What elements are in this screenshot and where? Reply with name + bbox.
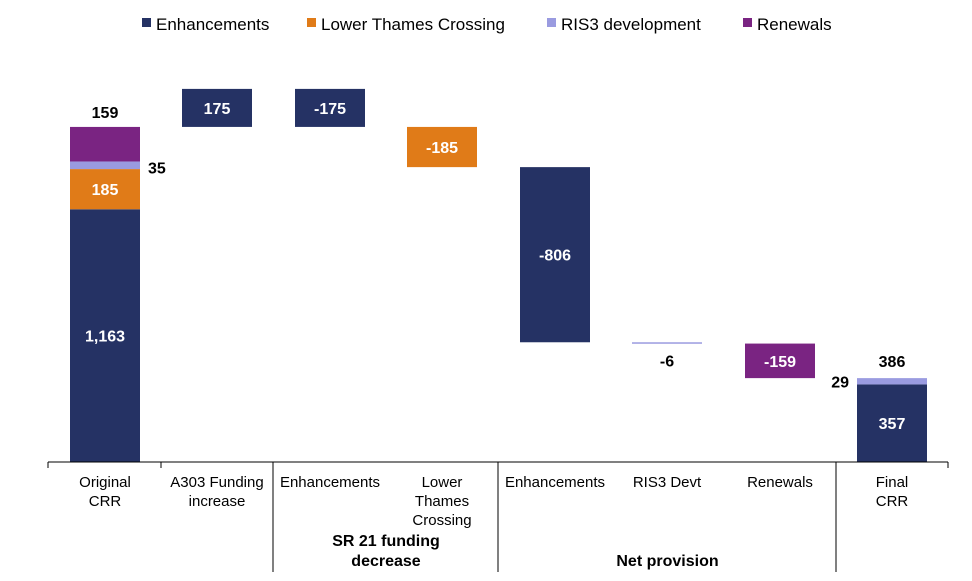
tick-label-4: Enhancements	[505, 474, 605, 491]
data-label-3: 159	[92, 105, 119, 122]
bar-0-enhancements	[70, 209, 140, 462]
legend-label-enhancements: Enhancements	[156, 15, 269, 34]
bar-8-ris3-development	[632, 342, 702, 344]
tick-label-5: RIS3 Devt	[633, 474, 702, 491]
legend-label-ris3-development: RIS3 development	[561, 15, 701, 34]
bar-1-lower-thames-crossing	[70, 169, 140, 210]
total-label-0: 386	[879, 354, 906, 371]
tick-label-3: Lower Thames Crossing	[412, 474, 471, 529]
legend-label-lower-thames-crossing: Lower Thames Crossing	[321, 15, 505, 34]
bar-5-enhancements	[295, 88, 365, 127]
data-label-9: -159	[764, 354, 796, 371]
bar-3-renewals	[70, 126, 140, 162]
group-label-sr-21-funding-decrease: SR 21 funding decrease	[332, 533, 440, 570]
data-label-0: 1,163	[85, 329, 125, 346]
bar-9-renewals	[745, 343, 815, 379]
legend-swatch-ris3-development	[547, 18, 556, 27]
data-label-6: -185	[426, 140, 458, 157]
data-label-8: -6	[660, 354, 674, 371]
tick-label-2: Enhancements	[280, 474, 380, 491]
legend-label-renewals: Renewals	[757, 15, 832, 34]
bar-7-enhancements	[520, 167, 590, 343]
bar-4-enhancements	[182, 88, 252, 127]
x-axis: Original CRR A303 Funding increase Enhanceme…	[47, 461, 949, 572]
data-label-10: 357	[879, 416, 906, 433]
legend-swatch-lower-thames-crossing	[307, 18, 316, 27]
bar-11-ris3-development	[857, 378, 927, 385]
chart-bars	[70, 88, 927, 462]
data-label-4: 175	[204, 101, 231, 118]
tick-label-7: Final CRR	[876, 474, 909, 510]
data-label-2: 35	[148, 160, 166, 177]
legend-swatch-renewals	[743, 18, 752, 27]
bar-2-ris3-development	[70, 161, 140, 170]
chart-legend: Enhancements Lower Thames Crossing RIS3 de…	[142, 15, 832, 34]
bar-10-enhancements	[857, 384, 927, 462]
group-label-net-provision: Net provision	[616, 553, 718, 570]
legend-swatch-enhancements	[142, 18, 151, 27]
tick-label-0: Original CRR	[79, 474, 131, 510]
chart-data-labels: 1,163 185 35 159 175 -175 -185 -806 -6 -159 357 29 3…	[85, 101, 905, 433]
tick-label-6: Renewals	[747, 474, 813, 491]
data-label-7: -806	[539, 248, 571, 265]
data-label-11: 29	[831, 374, 849, 391]
bar-6-lower-thames-crossing	[407, 126, 477, 168]
data-label-5: -175	[314, 101, 346, 118]
tick-label-1: A303 Funding increase	[170, 474, 263, 510]
data-label-1: 185	[92, 182, 119, 199]
